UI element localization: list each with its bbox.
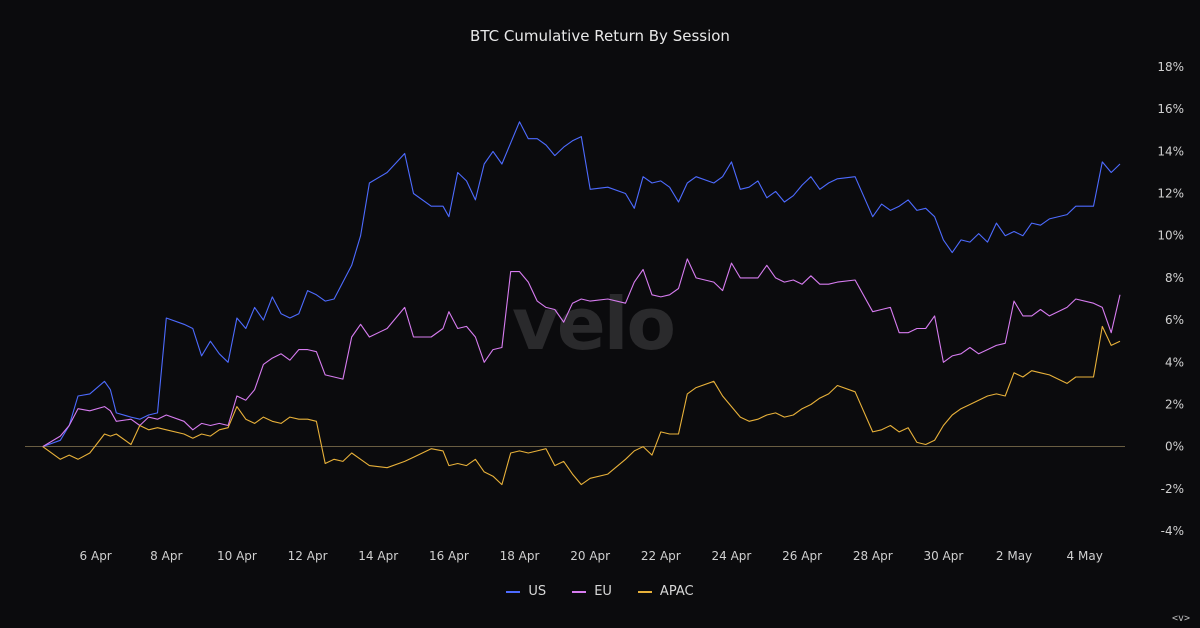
x-tick-label: 24 Apr bbox=[712, 549, 752, 563]
legend-label-apac: APAC bbox=[659, 584, 694, 599]
y-tick-label: 10% bbox=[1157, 229, 1184, 243]
x-tick-label: 12 Apr bbox=[288, 549, 328, 563]
legend-item-eu[interactable]: EU bbox=[572, 584, 612, 599]
x-tick-label: 4 May bbox=[1067, 549, 1103, 563]
legend-swatch-apac bbox=[637, 590, 652, 593]
y-tick-label: 14% bbox=[1157, 144, 1184, 158]
x-tick-label: 28 Apr bbox=[853, 549, 893, 563]
series-line-us bbox=[42, 121, 1121, 448]
y-tick-label: 6% bbox=[1165, 313, 1184, 327]
x-tick-label: 18 Apr bbox=[500, 549, 540, 563]
y-tick-label: -4% bbox=[1161, 524, 1184, 538]
corner-code-label: <v> bbox=[1171, 613, 1190, 624]
legend-item-apac[interactable]: APAC bbox=[637, 584, 694, 599]
series-line-eu bbox=[42, 258, 1121, 448]
x-tick-label: 30 Apr bbox=[923, 549, 963, 563]
x-tick-label: 16 Apr bbox=[429, 549, 469, 563]
chart-title: BTC Cumulative Return By Session bbox=[470, 27, 730, 45]
x-tick-label: 8 Apr bbox=[150, 549, 182, 563]
x-tick-label: 14 Apr bbox=[358, 549, 398, 563]
x-tick-label: 26 Apr bbox=[782, 549, 822, 563]
legend-item-us[interactable]: US bbox=[506, 584, 546, 599]
legend-label-us: US bbox=[528, 584, 547, 599]
legend-label-eu: EU bbox=[594, 584, 612, 599]
y-tick-label: 0% bbox=[1165, 440, 1184, 454]
legend-swatch-us bbox=[506, 590, 521, 593]
y-tick-label: -2% bbox=[1161, 482, 1184, 496]
series-line-apac bbox=[42, 325, 1121, 486]
legend-swatch-eu bbox=[572, 590, 587, 593]
x-tick-label: 22 Apr bbox=[641, 549, 681, 563]
velo-watermark: velo bbox=[512, 282, 676, 366]
chart-legend: US EU APAC bbox=[0, 584, 1200, 599]
x-tick-label: 10 Apr bbox=[217, 549, 257, 563]
y-tick-label: 18% bbox=[1157, 60, 1184, 74]
y-tick-label: 16% bbox=[1157, 102, 1184, 116]
x-tick-label: 2 May bbox=[996, 549, 1032, 563]
x-tick-label: 20 Apr bbox=[570, 549, 610, 563]
y-tick-label: 12% bbox=[1157, 187, 1184, 201]
x-tick-label: 6 Apr bbox=[80, 549, 112, 563]
y-tick-label: 8% bbox=[1165, 271, 1184, 285]
y-tick-label: 2% bbox=[1165, 397, 1184, 411]
y-tick-label: 4% bbox=[1165, 355, 1184, 369]
